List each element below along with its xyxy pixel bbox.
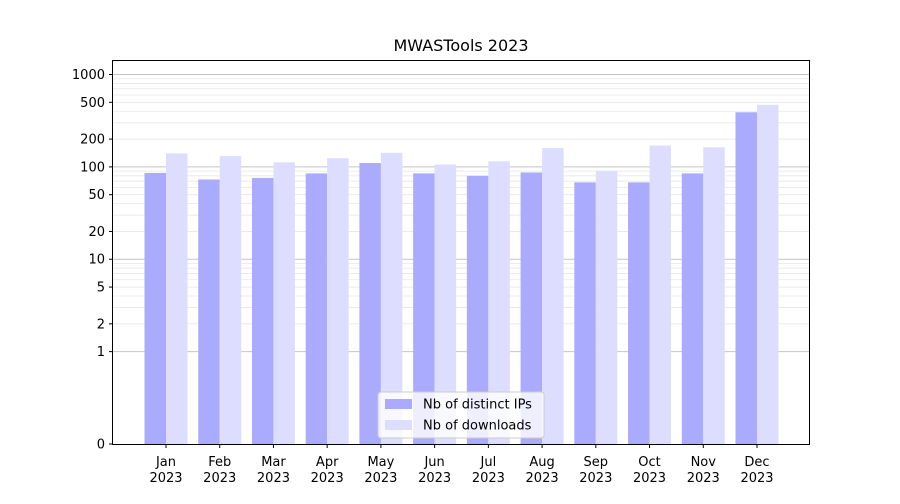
bar-downloads xyxy=(273,162,295,444)
legend-swatch-distinct-ips xyxy=(385,399,412,409)
x-tick-label-month: Jan xyxy=(155,455,176,470)
x-axis: Jan2023Feb2023Mar2023Apr2023May2023Jun20… xyxy=(149,444,774,486)
x-tick-label-year: 2023 xyxy=(687,471,720,486)
x-tick-label-month: Apr xyxy=(316,455,339,470)
x-tick-label-year: 2023 xyxy=(203,471,236,486)
x-tick-label-month: Aug xyxy=(529,455,554,470)
bars xyxy=(144,104,779,445)
bar-distinct-ips xyxy=(251,177,274,444)
bar-distinct-ips xyxy=(681,173,704,444)
bar-distinct-ips xyxy=(466,175,489,445)
x-tick-label-month: Sep xyxy=(584,455,609,470)
bar-distinct-ips xyxy=(628,182,650,445)
bar-distinct-ips xyxy=(305,173,328,444)
x-tick-label-month: Jun xyxy=(423,455,444,470)
y-tick-label: 500 xyxy=(80,96,105,111)
bar-downloads xyxy=(327,158,349,444)
y-tick-label: 10 xyxy=(88,253,105,268)
x-tick-label-month: May xyxy=(367,455,394,470)
bar-distinct-ips xyxy=(359,163,381,445)
legend-label-distinct-ips: Nb of distinct IPs xyxy=(423,398,532,413)
bar-downloads xyxy=(434,164,457,445)
y-tick-label: 20 xyxy=(88,225,105,240)
bar-distinct-ips xyxy=(520,172,543,444)
y-tick-label: 0 xyxy=(97,438,105,453)
x-tick-label-year: 2023 xyxy=(257,471,290,486)
x-tick-label-month: Nov xyxy=(691,455,717,470)
x-tick-label-month: Feb xyxy=(208,455,231,470)
bar-distinct-ips xyxy=(413,173,435,444)
chart-title: MWASTools 2023 xyxy=(393,36,528,55)
y-tick-label: 200 xyxy=(80,133,105,148)
bar-distinct-ips xyxy=(574,182,596,445)
bar-downloads xyxy=(703,147,725,444)
bar-downloads xyxy=(757,104,779,445)
x-tick-label-year: 2023 xyxy=(311,471,344,486)
y-tick-label: 50 xyxy=(88,188,105,203)
bar-distinct-ips xyxy=(198,179,220,444)
y-tick-label: 5 xyxy=(97,281,105,296)
legend: Nb of distinct IPs Nb of downloads xyxy=(377,391,545,439)
x-tick-label-year: 2023 xyxy=(633,471,666,486)
bar-downloads xyxy=(488,161,510,445)
x-tick-label-year: 2023 xyxy=(418,471,451,486)
bar-downloads xyxy=(380,152,403,445)
y-tick-label: 100 xyxy=(80,160,105,175)
x-tick-label-month: Mar xyxy=(261,455,286,470)
legend-label-downloads: Nb of downloads xyxy=(423,419,532,434)
x-tick-label-year: 2023 xyxy=(472,471,505,486)
x-tick-label-year: 2023 xyxy=(579,471,612,486)
x-tick-label-year: 2023 xyxy=(149,471,182,486)
x-tick-label-year: 2023 xyxy=(740,471,773,486)
bar-downloads xyxy=(649,145,672,444)
x-tick-label-month: Jul xyxy=(480,455,497,470)
bar-distinct-ips xyxy=(144,172,166,445)
legend-box xyxy=(377,391,545,439)
y-tick-label: 1 xyxy=(97,345,105,360)
bar-downloads xyxy=(595,171,618,444)
y-tick-label: 1000 xyxy=(72,68,105,83)
bar-downloads xyxy=(542,148,564,444)
y-axis: 0 1 2 5 10 20 50 100 200 500 1000 xyxy=(72,68,113,453)
y-tick-label: 2 xyxy=(97,317,105,332)
x-tick-label-year: 2023 xyxy=(526,471,559,486)
bar-downloads xyxy=(219,156,242,444)
x-tick-label-month: Oct xyxy=(638,455,660,470)
bar-distinct-ips xyxy=(735,112,757,445)
x-tick-label-month: Dec xyxy=(744,455,769,470)
x-tick-label-year: 2023 xyxy=(364,471,397,486)
plot-frame xyxy=(112,60,810,445)
bar-downloads xyxy=(166,153,188,444)
legend-swatch-downloads xyxy=(385,420,412,430)
